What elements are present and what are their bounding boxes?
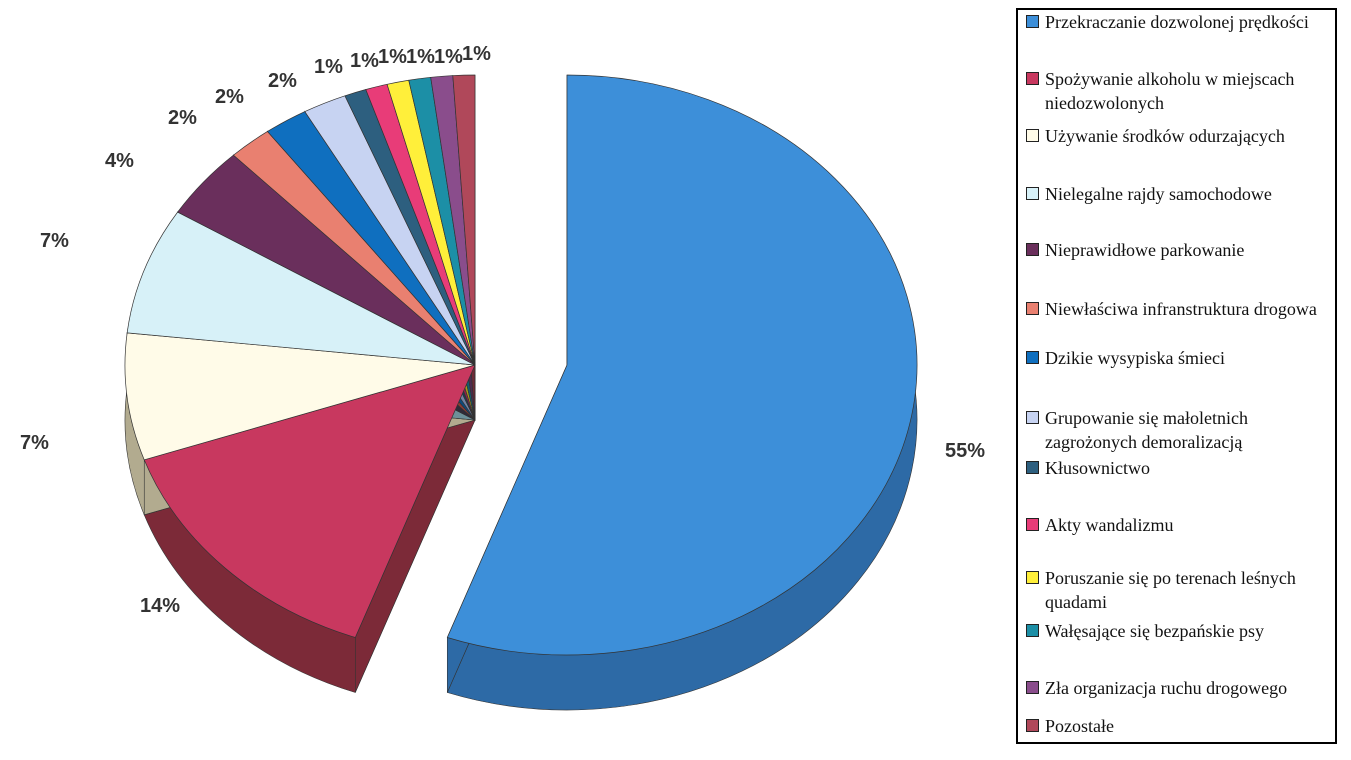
pie-slice (126, 211, 476, 366)
pie-slice (143, 364, 476, 638)
legend-item: Akty wandalizmu (1026, 513, 1336, 537)
data-label: 2% (268, 70, 297, 92)
legend-item: Poruszanie się po terenach leśnych quada… (1026, 566, 1336, 614)
legend-item: Przekraczanie dozwolonej prędkości (1026, 10, 1336, 34)
legend-item: Pozostałe (1026, 714, 1336, 738)
data-label: 7% (20, 432, 49, 454)
data-label: 7% (40, 230, 69, 252)
legend-swatch (1026, 411, 1039, 424)
legend-label: Nielegalne rajdy samochodowe (1045, 184, 1272, 204)
legend-label: Zła organizacja ruchu drogowego (1045, 678, 1288, 698)
pie-slice (452, 74, 476, 366)
legend-swatch (1026, 719, 1039, 732)
legend-swatch (1026, 681, 1039, 694)
legend-item: Spożywanie alkoholu w miejscach niedozwo… (1026, 67, 1336, 115)
legend-item: Nieprawidłowe parkowanie (1026, 238, 1336, 262)
data-label: 1% (378, 46, 407, 68)
legend-item: Nielegalne rajdy samochodowe (1026, 182, 1336, 206)
pie-slice (446, 74, 918, 656)
data-label: 1% (462, 43, 491, 65)
data-label: 1% (350, 50, 379, 72)
legend-swatch (1026, 15, 1039, 28)
data-labels: 55%14%7%7%4%2%2%2%1% 1% 1% 1% 1% 1% (20, 43, 985, 617)
legend-label: Poruszanie się po terenach leśnych quada… (1045, 568, 1296, 612)
data-label: 55% (945, 440, 985, 462)
legend-swatch (1026, 72, 1039, 85)
legend-item: Dzikie wysypiska śmieci (1026, 346, 1336, 370)
data-label: 2% (215, 86, 244, 108)
legend-item: Kłusownictwo (1026, 456, 1336, 480)
data-label: 14% (140, 595, 180, 617)
data-label: 1% (406, 46, 435, 68)
data-label: 2% (168, 107, 197, 129)
legend-swatch (1026, 302, 1039, 315)
legend-label: Grupowanie się małoletnich zagrożonych d… (1045, 408, 1248, 452)
legend-item: Używanie środków odurzających (1026, 124, 1336, 148)
legend-swatch (1026, 351, 1039, 364)
slice-tops (124, 74, 918, 656)
legend-label: Używanie środków odurzających (1045, 126, 1285, 146)
legend-label: Nieprawidłowe parkowanie (1045, 240, 1245, 260)
legend-item: Grupowanie się małoletnich zagrożonych d… (1026, 406, 1336, 454)
legend-label: Pozostałe (1045, 716, 1114, 736)
pie-chart: 55%14%7%7%4%2%2%2%1% 1% 1% 1% 1% 1% (20, 43, 985, 711)
legend-label: Dzikie wysypiska śmieci (1045, 348, 1225, 368)
legend-label: Spożywanie alkoholu w miejscach niedozwo… (1045, 69, 1295, 113)
legend-item: Zła organizacja ruchu drogowego (1026, 676, 1336, 700)
legend-label: Wałęsające się bezpańskie psy (1045, 621, 1264, 641)
legend-swatch (1026, 571, 1039, 584)
legend-label: Kłusownictwo (1045, 458, 1150, 478)
legend-swatch (1026, 518, 1039, 531)
legend-item: Wałęsające się bezpańskie psy (1026, 619, 1336, 643)
legend-swatch (1026, 461, 1039, 474)
legend-swatch (1026, 243, 1039, 256)
pie-slice (124, 332, 476, 461)
legend-swatch (1026, 187, 1039, 200)
data-label: 4% (105, 150, 134, 172)
legend-swatch (1026, 129, 1039, 142)
legend-label: Przekraczanie dozwolonej prędkości (1045, 12, 1309, 32)
data-label: 1% (434, 46, 463, 68)
legend-item: Niewłaściwa infranstruktura drogowa (1026, 297, 1336, 321)
legend-label: Akty wandalizmu (1045, 515, 1174, 535)
data-label: 1% (314, 56, 343, 78)
legend-label: Niewłaściwa infranstruktura drogowa (1045, 299, 1317, 319)
legend-swatch (1026, 624, 1039, 637)
chart-legend: Przekraczanie dozwolonej prędkości Spożyw… (1016, 8, 1337, 744)
